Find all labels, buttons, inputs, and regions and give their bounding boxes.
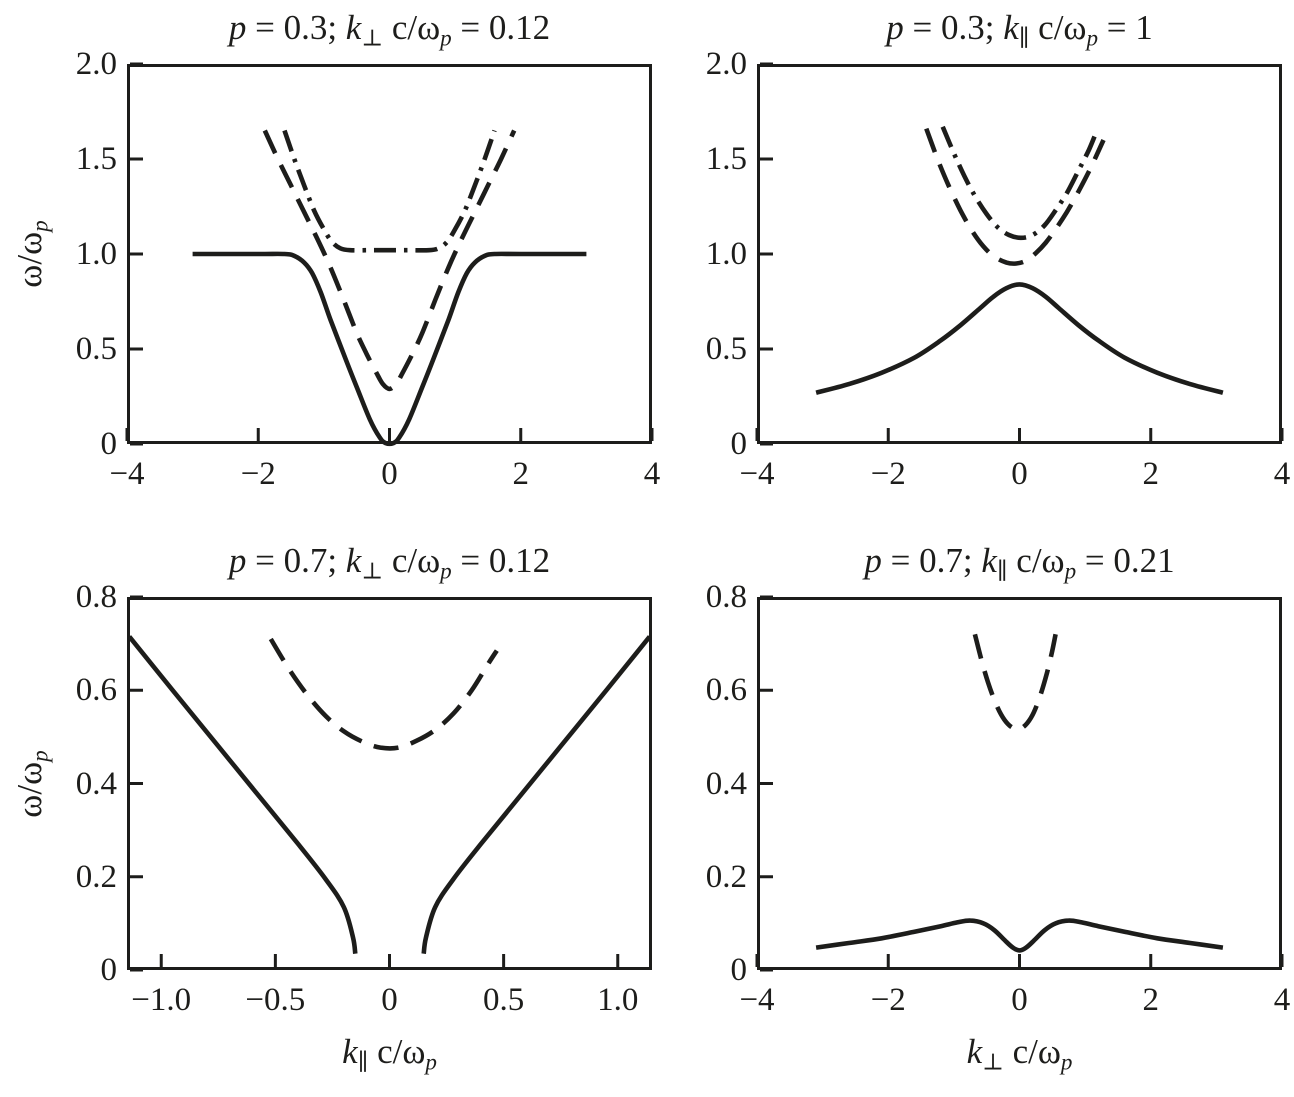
x-tick-label: −4 bbox=[739, 456, 775, 492]
y-tick-label: 0.4 bbox=[705, 765, 747, 802]
y-axis-label-bottom-left: ω/ωp bbox=[10, 749, 53, 818]
x-tick-label: −1.0 bbox=[131, 982, 192, 1018]
x-tick-label: 0 bbox=[1011, 456, 1028, 492]
x-tick-label: 2 bbox=[512, 456, 530, 492]
x-tick-label: 4 bbox=[1273, 982, 1291, 1018]
y-tick-label: 1.5 bbox=[75, 141, 117, 177]
branch-dashed-dashed bbox=[972, 633, 1058, 732]
y-tick-label: 0.6 bbox=[75, 672, 117, 709]
branch-solid-solid bbox=[421, 635, 652, 955]
x-tick-label: 4 bbox=[643, 456, 661, 492]
y-tick-label: 0.5 bbox=[75, 331, 117, 367]
x-tick-label: −2 bbox=[870, 982, 906, 1018]
branch-solid-solid bbox=[192, 251, 587, 447]
x-tick-label: 0.5 bbox=[483, 982, 525, 1018]
y-tick-label: 0.4 bbox=[75, 765, 117, 802]
x-tick-label: −4 bbox=[739, 982, 775, 1018]
x-tick-label: 0 bbox=[381, 456, 398, 492]
branch-solid-solid bbox=[127, 635, 358, 955]
branch-dashed-dashed bbox=[268, 637, 499, 751]
x-tick-label: −4 bbox=[109, 456, 145, 492]
plot-area-bottom-left bbox=[127, 595, 652, 972]
panel-title-bottom-right: p = 0.7; k∥ c/ωp = 0.21 bbox=[864, 541, 1175, 584]
x-axis-label-bottom-right: k⊥ c/ωp bbox=[966, 1032, 1073, 1075]
branch-solid-solid bbox=[815, 282, 1224, 395]
y-tick-label: 0.8 bbox=[75, 579, 117, 615]
plot-area-top-left bbox=[125, 62, 654, 447]
y-tick-label: 0.2 bbox=[75, 858, 117, 895]
x-tick-label: −2 bbox=[240, 456, 276, 492]
branch-dashdot-dashdot bbox=[282, 129, 497, 253]
x-tick-label: 2 bbox=[1142, 456, 1160, 492]
y-tick-label: 0.5 bbox=[705, 331, 747, 367]
plot-frame bbox=[127, 597, 652, 970]
x-tick-label: 0 bbox=[1011, 982, 1028, 1018]
x-tick-label: 2 bbox=[1142, 982, 1160, 1018]
y-tick-label: 2.0 bbox=[75, 46, 117, 82]
plot-frame bbox=[757, 597, 1282, 970]
plot-area-top-right bbox=[755, 62, 1284, 446]
y-tick-label: 0 bbox=[100, 426, 118, 462]
y-tick-label: 0 bbox=[730, 952, 748, 988]
y-tick-label: 0 bbox=[100, 952, 118, 988]
plot-area-bottom-right bbox=[755, 595, 1284, 972]
x-axis-label-bottom-left: k∥ c/ωp bbox=[342, 1032, 437, 1075]
x-tick-label: 0 bbox=[381, 982, 398, 1018]
y-tick-label: 0 bbox=[730, 426, 748, 462]
panel-title-top-left: p = 0.3; k⊥ c/ωp = 0.12 bbox=[228, 8, 551, 51]
panel-title-top-right: p = 0.3; k∥ c/ωp = 1 bbox=[886, 8, 1153, 51]
x-tick-label: 4 bbox=[1273, 456, 1291, 492]
branch-dashed-dashed bbox=[924, 127, 1106, 266]
y-tick-label: 1.5 bbox=[705, 141, 747, 177]
branch-dashed-dashed bbox=[262, 129, 517, 392]
panel-title-bottom-left: p = 0.7; k⊥ c/ωp = 0.12 bbox=[228, 541, 551, 584]
x-tick-label: −0.5 bbox=[245, 982, 306, 1018]
y-tick-label: 0.8 bbox=[705, 579, 747, 615]
plot-frame bbox=[757, 64, 1282, 444]
branch-dashdot-dashdot bbox=[940, 125, 1100, 241]
y-tick-label: 0.2 bbox=[705, 858, 747, 895]
y-axis-label-top-left: ω/ωp bbox=[10, 220, 53, 288]
y-tick-label: 1.0 bbox=[75, 236, 117, 272]
branch-solid-solid bbox=[815, 918, 1224, 953]
y-tick-label: 2.0 bbox=[705, 46, 747, 82]
y-tick-label: 0.6 bbox=[705, 672, 747, 709]
y-tick-label: 1.0 bbox=[705, 236, 747, 272]
x-tick-label: 1.0 bbox=[597, 982, 639, 1018]
x-tick-label: −2 bbox=[870, 456, 906, 492]
